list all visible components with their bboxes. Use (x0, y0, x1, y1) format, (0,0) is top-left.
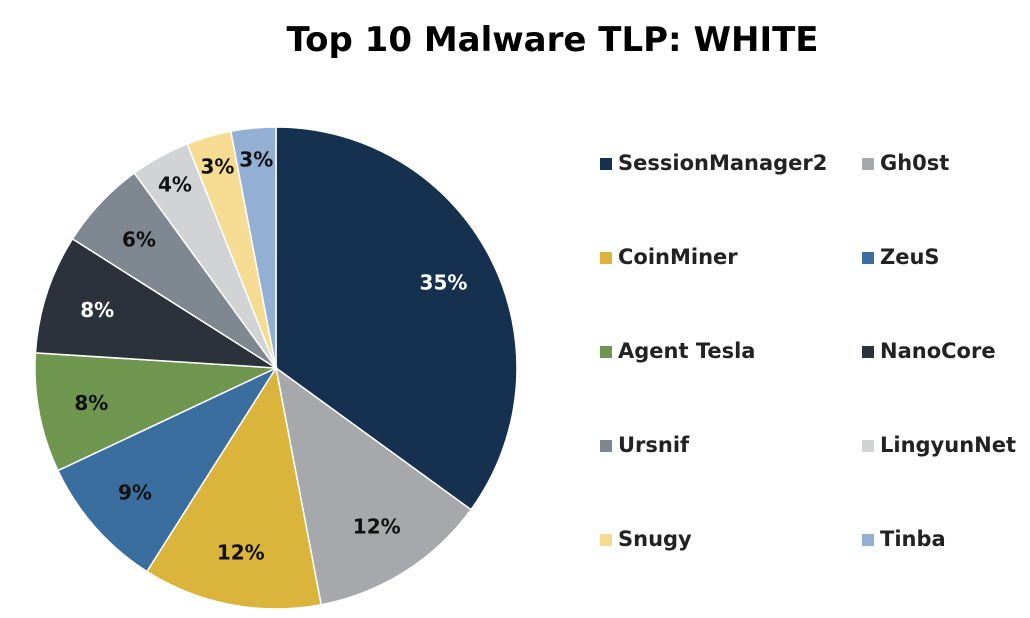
data-label-ursnif: 6% (122, 227, 156, 251)
legend-label: Ursnif (618, 433, 690, 457)
pie-slice-zeus (56, 366, 279, 573)
pie-slice-gh0st (274, 366, 473, 606)
data-label-agent-tesla: 8% (74, 391, 108, 415)
legend-item-zeus: ZeuS (862, 242, 1020, 272)
legend-swatch (862, 440, 874, 452)
legend-item-snugy: Snugy (600, 524, 862, 554)
legend-item-tinba: Tinba (862, 524, 1020, 554)
data-label-coinminer: 12% (217, 541, 265, 565)
data-label-sessionmanager2: 35% (420, 271, 468, 295)
legend-swatch (600, 252, 612, 264)
legend-item-agent-tesla: Agent Tesla (600, 336, 862, 366)
legend-item-gh0st: Gh0st (862, 148, 1020, 178)
data-label-nanocore: 8% (80, 298, 114, 322)
legend-label: CoinMiner (618, 245, 738, 269)
data-label-gh0st: 12% (353, 515, 401, 539)
pie-slice-tinba (229, 126, 277, 369)
legend-swatch (862, 252, 874, 264)
chart-title: Top 10 Malware TLP: WHITE (286, 20, 819, 60)
legend-label: SessionManager2 (618, 151, 828, 175)
legend-swatch (600, 346, 612, 358)
legend-item-nanocore: NanoCore (862, 336, 1020, 366)
legend-label: Gh0st (880, 151, 950, 175)
legend-label: NanoCore (880, 339, 996, 363)
legend-label: ZeuS (880, 245, 940, 269)
legend-item-lingyunnet: LingyunNet (862, 430, 1020, 460)
data-label-tinba: 3% (239, 147, 273, 171)
legend-label: Snugy (618, 527, 692, 551)
pie-slice-agent-tesla (34, 352, 277, 472)
data-label-zeus: 9% (118, 480, 152, 504)
legend-item-ursnif: Ursnif (600, 430, 862, 460)
legend-swatch (600, 158, 612, 170)
pie-slice-sessionmanager2 (275, 126, 518, 511)
legend-swatch (862, 158, 874, 170)
legend-label: LingyunNet (880, 433, 1017, 457)
legend-item-sessionmanager2: SessionManager2 (600, 148, 862, 178)
pie-slice-coinminer (145, 365, 323, 610)
pie-slice-nanocore (34, 237, 277, 369)
chart-legend: SessionManager2 Gh0st CoinMiner ZeuS Agent T… (600, 148, 1020, 618)
pie-chart: 35% 12% 12% 9% 8% 8% 6% 4% 3% 3% (34, 126, 518, 610)
legend-label: Tinba (880, 527, 946, 551)
legend-swatch (862, 346, 874, 358)
legend-label: Agent Tesla (618, 339, 756, 363)
legend-swatch (600, 440, 612, 452)
legend-swatch (600, 534, 612, 546)
legend-swatch (862, 534, 874, 546)
data-label-snugy: 3% (201, 155, 235, 179)
data-label-lingyunnet: 4% (158, 172, 192, 196)
legend-item-coinminer: CoinMiner (600, 242, 862, 272)
